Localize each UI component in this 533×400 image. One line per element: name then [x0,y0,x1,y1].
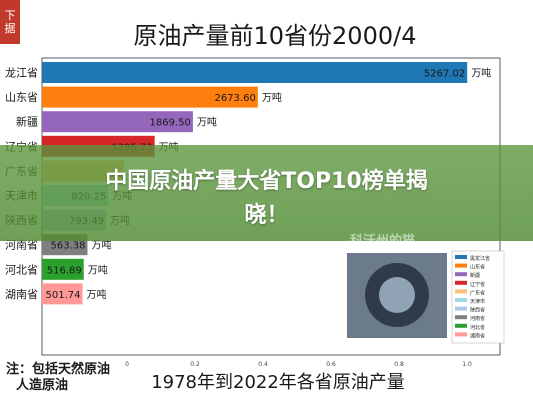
footer-note: 注：包括天然原油 人造原油 [6,362,110,394]
legend-swatch [455,332,467,337]
value-unit: 万吨 [88,263,108,276]
x-tick-label: 1.0 [462,361,472,368]
category-label: 山东省 [5,91,38,104]
legend-label: 山东省 [470,264,485,271]
corner-logo-line-2: 据 [4,22,16,35]
legend-swatch [455,263,467,268]
value-unit: 万吨 [91,239,111,252]
legend-label: 辽宁省 [470,281,485,288]
value-label: 2673.60 [214,93,255,104]
value-unit: 万吨 [262,91,282,104]
category-label: 新疆 [16,115,38,129]
legend-label: 河北省 [470,324,485,331]
x-tick-label: 0.2 [190,361,200,368]
bar [42,111,193,133]
banner-line-1: 中国原油产量大省TOP10榜单揭 [105,169,428,194]
value-unit: 万吨 [87,288,107,301]
watermark-text: 科沃州的猫 [350,234,416,249]
legend-swatch [455,315,467,320]
bar [42,283,83,305]
legend-swatch [455,323,467,328]
legend-swatch [455,280,467,285]
x-tick-label: 0.6 [326,361,336,368]
legend-label: 陕西省 [470,307,485,314]
legend-swatch [455,306,467,311]
legend-label: 湖南省 [470,332,485,339]
bar [42,258,84,280]
chart-subtitle: 1978年到2022年各省原油产量 [151,372,405,393]
category-label: 龙江省 [5,67,38,80]
legend-label: 黑龙江省 [470,255,490,262]
legend-swatch [455,298,467,302]
value-label: 563.38 [50,241,85,252]
value-unit: 万吨 [197,116,217,129]
chart-title: 原油产量前10省份2000/4 [134,22,417,50]
inset-image-core [379,277,415,313]
overlay-banner-text: 中国原油产量大省TOP10榜单揭 晓！ [0,165,533,233]
value-label: 5267.02 [424,69,465,80]
value-label: 516.89 [47,265,82,276]
legend-swatch [455,272,467,277]
legend-swatch [455,255,467,259]
footer-note-line-2: 人造原油 [16,378,69,393]
legend-label: 河南省 [470,315,485,322]
bar [42,62,468,83]
corner-logo: 下 据 [0,0,20,44]
category-label: 河北省 [5,263,38,276]
category-label: 湖南省 [5,288,38,301]
x-tick-label: 0.8 [394,361,404,368]
corner-logo-line-1: 下 [4,9,16,22]
value-label: 1869.50 [150,118,191,129]
legend-swatch [455,289,467,294]
legend-label: 新疆 [470,272,480,279]
footer-note-line-1: 注：包括天然原油 [6,362,111,377]
category-label: 河南省 [5,239,38,252]
banner-line-2: 晓！ [244,203,289,228]
bar [42,86,258,108]
legend-label: 天津市 [470,298,485,305]
overlay-banner [0,145,533,241]
value-label: 501.74 [46,290,81,301]
value-unit: 万吨 [471,67,491,80]
x-tick-label: 0 [125,361,129,368]
x-tick-label: 0.4 [258,361,268,368]
legend-label: 广东省 [470,289,485,296]
